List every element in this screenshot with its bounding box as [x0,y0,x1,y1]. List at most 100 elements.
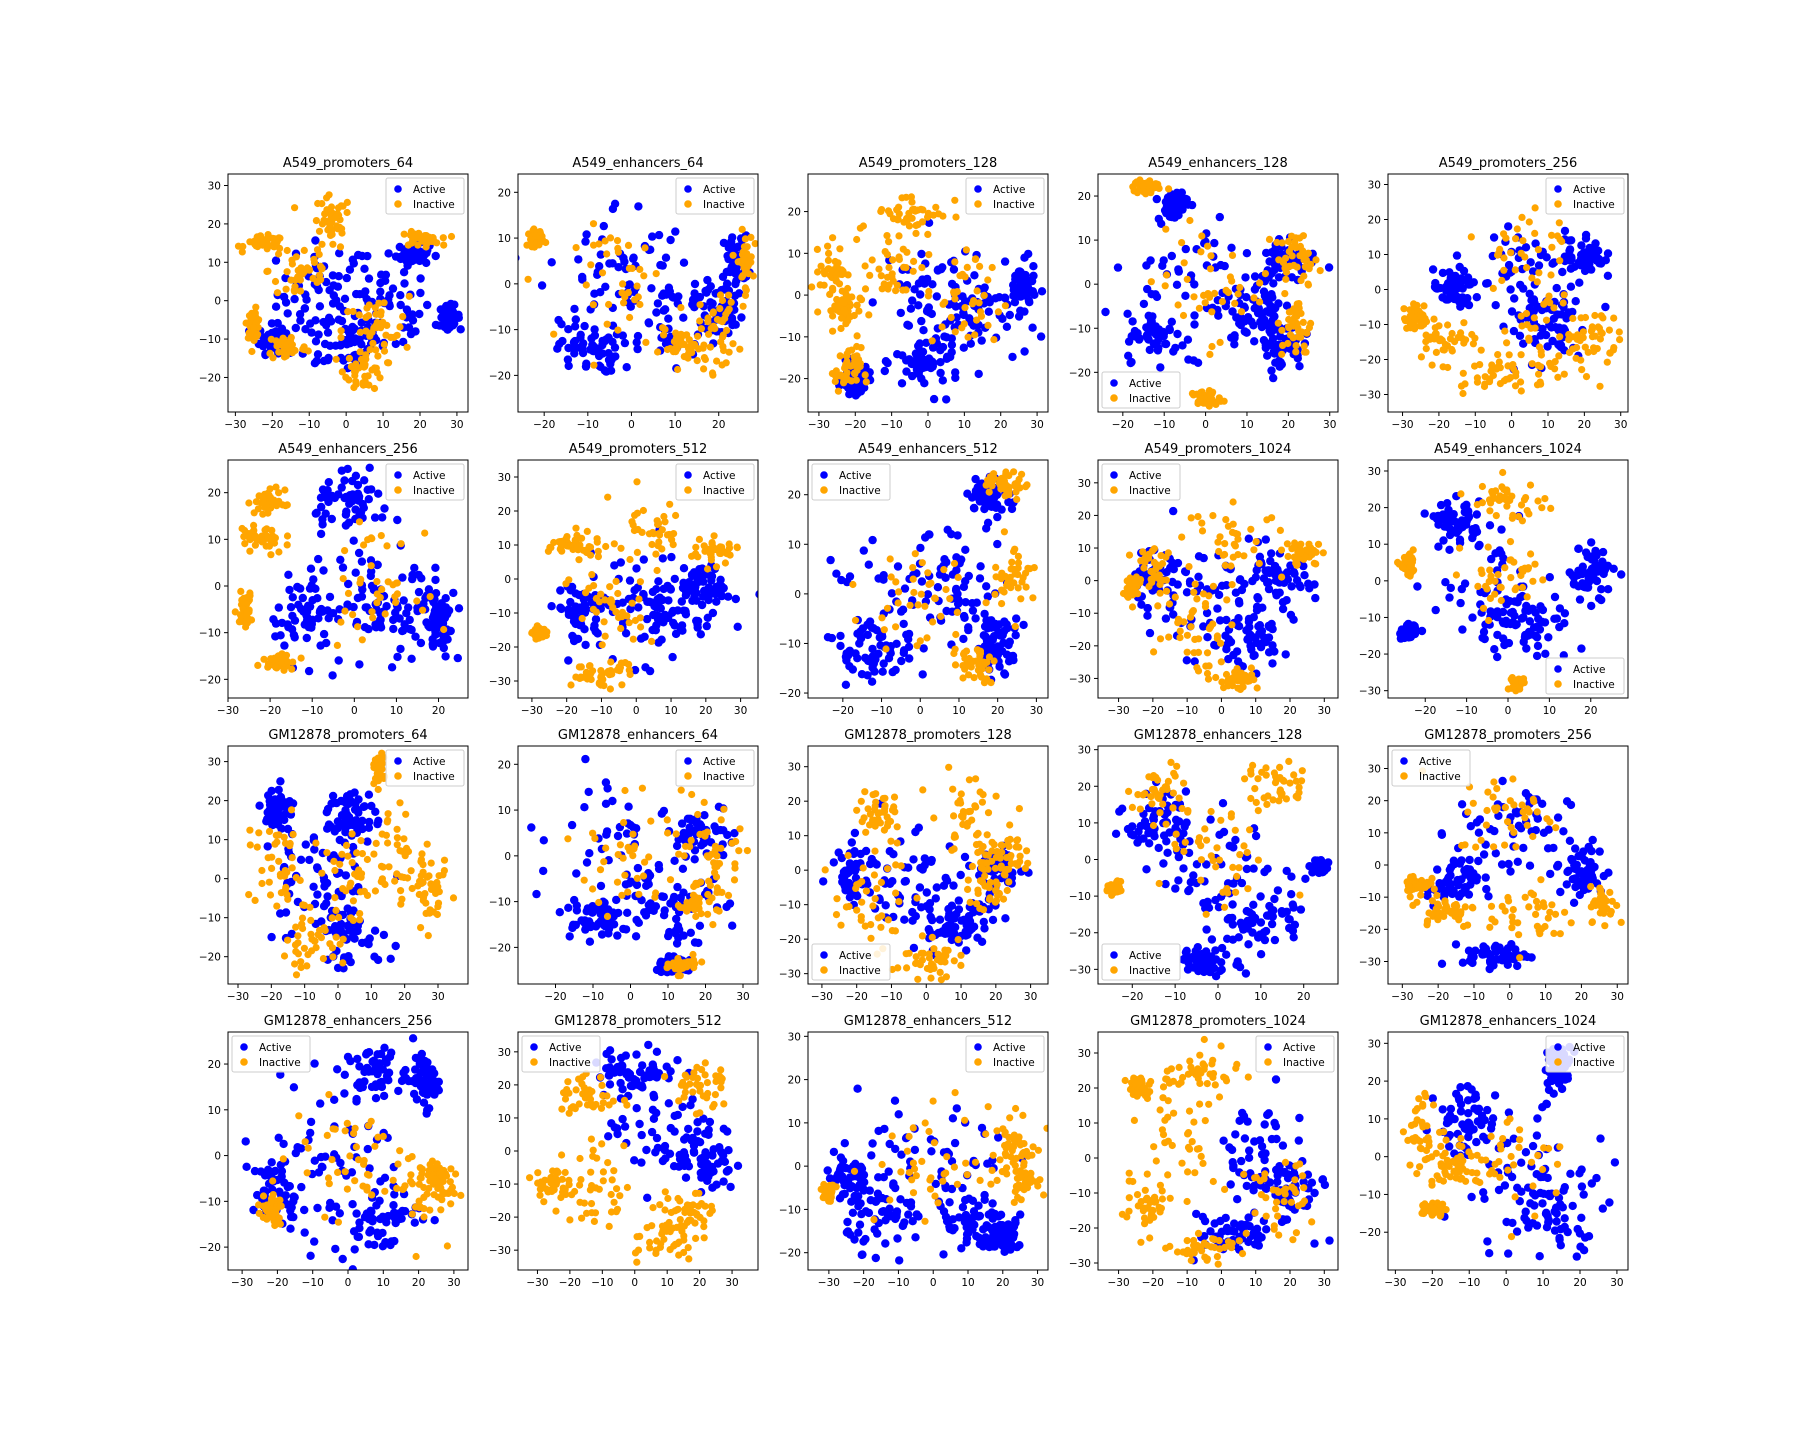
point-active [1172,280,1182,289]
point-active [328,671,337,680]
x-tick-label: 0 [1202,419,1209,431]
x-tick-label: −20 [533,419,555,431]
point-active [1171,211,1180,220]
point-inactive [1208,308,1216,316]
point-active [373,560,382,569]
point-active [400,279,409,288]
point-active [402,609,411,618]
point-inactive [1554,373,1562,381]
point-inactive [1147,278,1155,286]
point-inactive [932,203,940,211]
point-active [353,480,363,490]
point-active [1497,549,1506,558]
point-active [1567,236,1576,245]
scatter-panel: A549_enhancers_64 −20 −10 0 10 20 −20 −10 0 10 20 A… [468,144,778,442]
point-active [1000,670,1010,679]
point-inactive [242,623,250,631]
point-active [891,665,900,675]
point-inactive [241,526,249,535]
point-inactive [1212,673,1220,682]
points-layer [823,468,1038,689]
point-active [575,343,585,352]
point-inactive [275,548,283,556]
y-tick-label: 10 [1078,543,1091,555]
point-active [581,640,590,650]
point-active [630,665,640,675]
point-inactive [1533,278,1541,286]
point-active [1529,623,1539,632]
point-inactive [329,240,337,248]
point-active [358,499,367,509]
point-active [354,548,364,558]
point-active [823,633,833,642]
point-active [1143,604,1152,613]
point-inactive [729,340,737,348]
point-active [1609,564,1618,573]
point-inactive [727,298,735,306]
point-active [449,588,458,598]
point-inactive [1422,345,1430,353]
point-active [1158,261,1167,270]
point-inactive [655,538,663,546]
point-active [1249,651,1258,661]
point-active [349,536,358,545]
point-inactive [1282,275,1290,283]
point-active [1453,522,1463,531]
point-inactive [836,245,844,253]
point-active [1004,640,1013,650]
point-active [315,302,325,311]
point-inactive [358,636,366,644]
point-active [1036,332,1046,341]
point-active [1037,287,1047,296]
y-tick-label: −10 [489,608,511,620]
point-inactive [1195,304,1203,312]
point-active [1000,257,1010,266]
point-active [904,321,914,330]
point-inactive [524,275,532,283]
point-active [1299,561,1308,571]
point-inactive [1194,648,1203,656]
point-inactive [362,351,370,359]
point-active [919,326,928,335]
point-inactive [862,378,870,386]
legend-box [675,177,755,215]
point-inactive [405,292,413,300]
legend-box [385,463,465,501]
point-active [832,569,841,578]
point-inactive [1572,354,1580,362]
point-active [324,614,333,623]
point-inactive [980,679,989,687]
point-inactive [380,340,388,348]
point-inactive [952,630,960,639]
point-active [314,554,323,564]
point-active [374,489,383,498]
point-active [940,555,949,564]
point-inactive [1293,300,1301,308]
point-inactive [705,330,713,338]
point-inactive [1162,225,1170,233]
point-inactive [1024,564,1032,572]
point-active [1489,233,1499,242]
point-active [908,296,917,305]
point-active [564,656,573,665]
point-inactive [908,214,916,222]
point-active [1169,610,1178,619]
point-inactive [439,234,447,242]
point-active [1603,585,1613,594]
point-inactive [1503,339,1511,347]
point-inactive [1236,685,1244,693]
point-active [1264,633,1274,642]
point-active [358,585,367,594]
point-inactive [1197,248,1205,256]
point-inactive [738,273,746,281]
point-inactive [942,585,950,594]
point-inactive [633,478,641,486]
point-inactive [332,355,340,363]
point-active [982,582,991,591]
y-tick-label: 0 [794,589,801,601]
point-active [601,282,610,291]
point-active [308,615,317,624]
point-inactive [736,345,744,353]
x-tick-label: 30 [1030,705,1043,717]
point-inactive [1191,580,1199,588]
